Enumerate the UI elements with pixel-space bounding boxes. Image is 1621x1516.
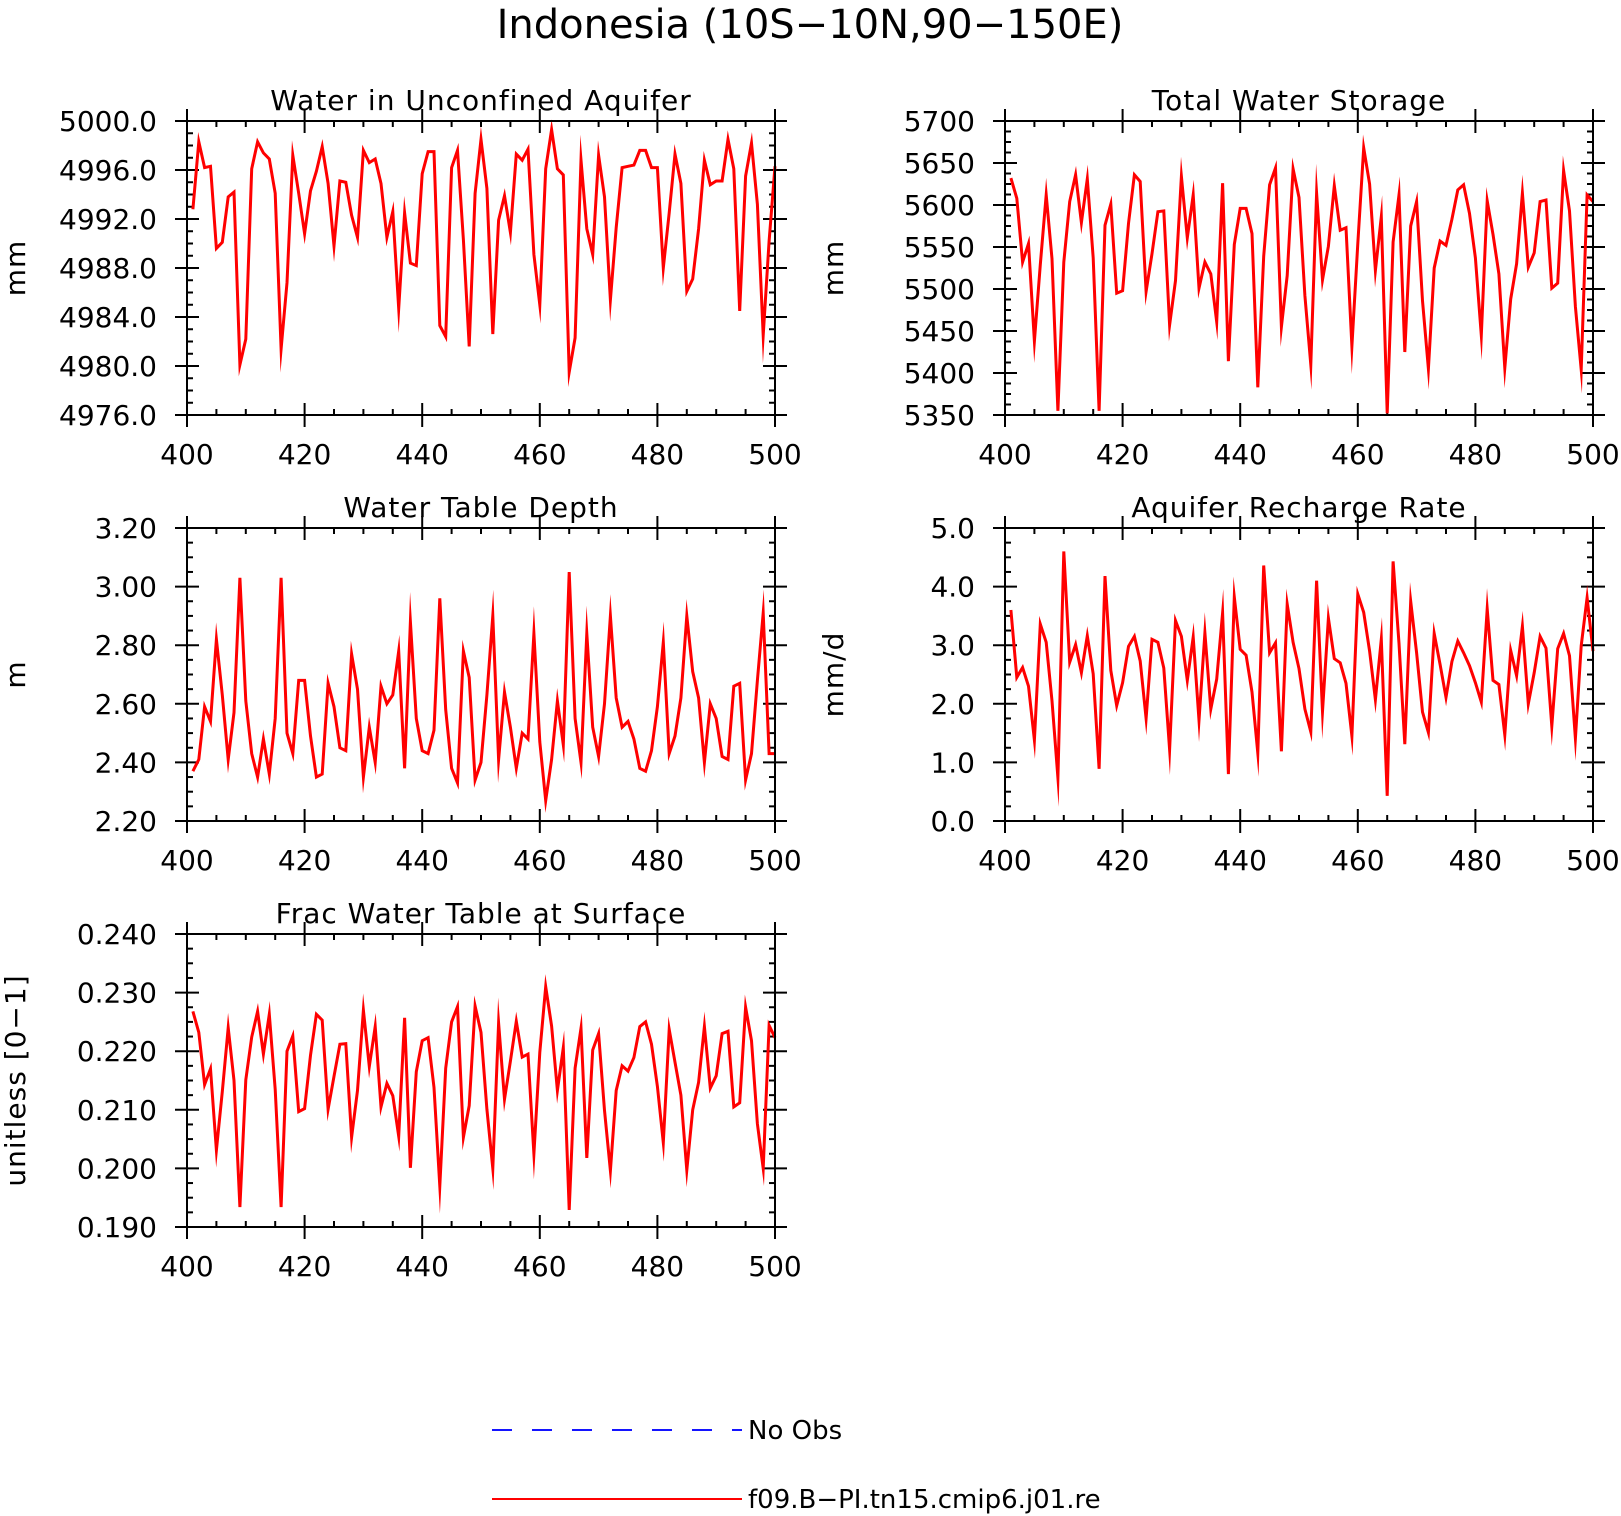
aquifer-water-ytick-label: 5000.0 <box>59 105 157 138</box>
water-table-depth-title: Water Table Depth <box>343 491 618 524</box>
aquifer-water-panel: Water in Unconfined Aquifer mm 4976.0 4980.… <box>0 84 802 471</box>
water-table-depth-xtick-label: 500 <box>748 844 801 877</box>
recharge-rate-xtick-label: 500 <box>1566 844 1619 877</box>
total-storage-xtick-label: 480 <box>1449 438 1502 471</box>
total-storage-ytick-label: 5400 <box>904 357 975 390</box>
water-table-depth-series-line <box>191 571 775 813</box>
total-storage-ytick-label: 5550 <box>904 231 975 264</box>
water-table-depth-ytick-label: 2.80 <box>95 629 157 662</box>
frac-water-table-ytick-label: 0.240 <box>77 918 157 951</box>
frac-water-table-ytick-label: 0.230 <box>77 977 157 1010</box>
recharge-rate-ytick-label: 5.0 <box>930 512 975 545</box>
aquifer-water-title: Water in Unconfined Aquifer <box>270 84 691 117</box>
water-table-depth-xtick-label: 460 <box>513 844 566 877</box>
water-table-depth-ytick-label: 3.00 <box>95 571 157 604</box>
frac-water-table-xtick-label: 460 <box>513 1250 566 1283</box>
total-storage-panel: Total Water Storage mm 5350 5400 5450 5500 555… <box>817 84 1620 471</box>
legend-label-model: f09.B−PI.tn15.cmip6.j01.re <box>748 1485 1101 1515</box>
water-table-depth-xtick-label: 440 <box>395 844 448 877</box>
total-storage-title: Total Water Storage <box>1151 84 1447 117</box>
frac-water-table-panel: Frac Water Table at Surface unitless [0−1… <box>0 897 802 1283</box>
aquifer-water-xtick-label: 500 <box>748 438 801 471</box>
frac-water-table-series-line <box>191 974 777 1214</box>
frac-water-table-xtick-label: 400 <box>160 1250 213 1283</box>
aquifer-water-xtick-label: 480 <box>631 438 684 471</box>
recharge-rate-xtick-label: 480 <box>1449 844 1502 877</box>
aquifer-water-xtick-label: 420 <box>278 438 331 471</box>
recharge-rate-series-line <box>1009 551 1595 807</box>
water-table-depth-xtick-label: 400 <box>160 844 213 877</box>
recharge-rate-xtick-label: 460 <box>1331 844 1384 877</box>
aquifer-water-series-line <box>191 119 777 388</box>
panels: Water in Unconfined Aquifer mm 4976.0 4980.… <box>0 84 1620 1283</box>
aquifer-water-xtick-label: 440 <box>395 438 448 471</box>
frac-water-table-ytick-label: 0.210 <box>77 1094 157 1127</box>
total-storage-ytick-label: 5500 <box>904 273 975 306</box>
water-table-depth-ytick-label: 3.20 <box>95 512 157 545</box>
water-table-depth-xtick-label: 420 <box>278 844 331 877</box>
total-storage-ytick-label: 5350 <box>904 399 975 432</box>
legend-label-no-obs: No Obs <box>748 1416 842 1446</box>
water-table-depth-xtick-label: 480 <box>631 844 684 877</box>
total-storage-xtick-label: 440 <box>1213 438 1266 471</box>
total-storage-xtick-label: 460 <box>1331 438 1384 471</box>
water-table-depth-ytick-label: 2.60 <box>95 688 157 721</box>
total-storage-xtick-label: 400 <box>978 438 1031 471</box>
total-storage-ytick-label: 5700 <box>904 105 975 138</box>
water-table-depth-ytick-label: 2.20 <box>95 805 157 838</box>
frac-water-table-ytick-label: 0.200 <box>77 1152 157 1185</box>
recharge-rate-ytick-label: 4.0 <box>930 571 975 604</box>
frac-water-table-ylabel: unitless [0−1] <box>0 974 32 1186</box>
water-table-depth-ytick-label: 2.40 <box>95 746 157 779</box>
aquifer-water-frame <box>186 120 776 416</box>
recharge-rate-xtick-label: 400 <box>978 844 1031 877</box>
total-storage-xtick-label: 420 <box>1096 438 1149 471</box>
frac-water-table-xtick-label: 420 <box>278 1250 331 1283</box>
frac-water-table-title: Frac Water Table at Surface <box>276 897 687 930</box>
total-storage-ytick-label: 5450 <box>904 315 975 348</box>
water-table-depth-frame <box>186 527 776 822</box>
recharge-rate-ylabel: mm/d <box>817 632 850 718</box>
aquifer-water-xtick-label: 460 <box>513 438 566 471</box>
frac-water-table-xtick-label: 500 <box>748 1250 801 1283</box>
recharge-rate-title: Aquifer Recharge Rate <box>1131 491 1466 524</box>
recharge-rate-frame <box>1004 527 1594 822</box>
frac-water-table-xtick-label: 480 <box>631 1250 684 1283</box>
recharge-rate-ytick-label: 3.0 <box>930 629 975 662</box>
recharge-rate-panel: Aquifer Recharge Rate mm/d 0.0 1.0 2.0 3.0 4.0… <box>817 491 1620 877</box>
water-table-depth-ylabel: m <box>0 660 32 688</box>
total-storage-ytick-label: 5650 <box>904 147 975 180</box>
total-storage-frame <box>1004 120 1594 416</box>
aquifer-water-ytick-label: 4980.0 <box>59 350 157 383</box>
aquifer-water-ytick-label: 4976.0 <box>59 399 157 432</box>
water-table-depth-panel: Water Table Depth m 2.20 2.40 2.60 2.80 3.00 3.… <box>0 491 802 877</box>
aquifer-water-ytick-label: 4992.0 <box>59 203 157 236</box>
aquifer-water-ytick-label: 4996.0 <box>59 154 157 187</box>
recharge-rate-ytick-label: 0.0 <box>930 805 975 838</box>
total-storage-series-line <box>1009 134 1595 414</box>
aquifer-water-ytick-label: 4988.0 <box>59 252 157 285</box>
total-storage-ytick-label: 5600 <box>904 189 975 222</box>
frac-water-table-xtick-label: 440 <box>395 1250 448 1283</box>
recharge-rate-xtick-label: 420 <box>1096 844 1149 877</box>
recharge-rate-ytick-label: 1.0 <box>930 746 975 779</box>
figure-title: Indonesia (10S−10N,90−150E) <box>497 2 1124 48</box>
total-storage-ylabel: mm <box>817 240 850 297</box>
aquifer-water-ytick-label: 4984.0 <box>59 301 157 334</box>
frac-water-table-ytick-label: 0.190 <box>77 1211 157 1244</box>
recharge-rate-ytick-label: 2.0 <box>930 688 975 721</box>
legend: No Obs f09.B−PI.tn15.cmip6.j01.re <box>492 1416 1101 1515</box>
frac-water-table-ytick-label: 0.220 <box>77 1035 157 1068</box>
frac-water-table-frame <box>186 933 776 1228</box>
aquifer-water-ylabel: mm <box>0 240 32 297</box>
total-storage-xtick-label: 500 <box>1566 438 1619 471</box>
recharge-rate-xtick-label: 440 <box>1213 844 1266 877</box>
aquifer-water-xtick-label: 400 <box>160 438 213 471</box>
